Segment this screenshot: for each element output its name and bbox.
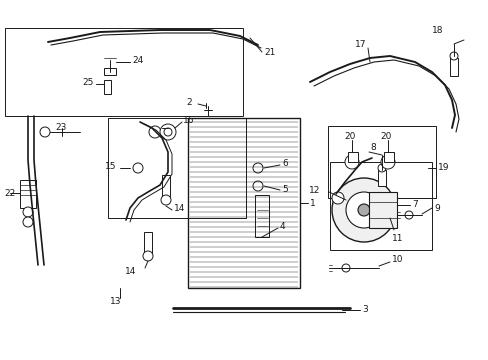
Text: 22: 22 (4, 189, 15, 198)
Text: 13: 13 (110, 297, 121, 306)
Bar (377, 170, 385, 186)
Bar (327, 126, 435, 198)
Text: 19: 19 (437, 162, 448, 171)
Circle shape (163, 128, 172, 136)
Text: 3: 3 (361, 306, 367, 315)
Bar (449, 58, 457, 76)
Text: 5: 5 (282, 185, 287, 194)
Circle shape (377, 164, 385, 172)
Circle shape (23, 207, 33, 217)
Text: 4: 4 (280, 221, 285, 230)
Bar (383, 152, 393, 162)
Bar (254, 195, 268, 237)
Bar (368, 192, 396, 228)
Circle shape (133, 163, 142, 173)
Circle shape (449, 52, 457, 60)
Circle shape (142, 251, 153, 261)
Text: 12: 12 (308, 185, 320, 194)
Text: 15: 15 (105, 162, 116, 171)
Circle shape (380, 155, 394, 169)
Bar (162, 175, 170, 197)
Circle shape (341, 264, 349, 272)
Bar (5, 28, 243, 116)
Text: 7: 7 (411, 199, 417, 208)
Text: 16: 16 (183, 116, 194, 125)
Circle shape (23, 217, 33, 227)
Circle shape (357, 204, 369, 216)
Text: 21: 21 (264, 48, 275, 57)
Circle shape (331, 192, 343, 204)
Text: 8: 8 (369, 143, 375, 152)
Circle shape (252, 163, 263, 173)
Bar (108, 118, 245, 218)
Circle shape (161, 195, 171, 205)
Circle shape (160, 124, 176, 140)
Circle shape (149, 126, 161, 138)
Text: 9: 9 (433, 203, 439, 212)
Text: 23: 23 (55, 122, 66, 131)
Text: 10: 10 (391, 256, 403, 265)
Text: 18: 18 (431, 26, 443, 35)
Text: 14: 14 (174, 203, 185, 212)
Text: 20: 20 (343, 131, 355, 140)
Circle shape (252, 181, 263, 191)
Circle shape (345, 155, 358, 169)
Bar (187, 118, 299, 288)
Text: 24: 24 (132, 55, 143, 64)
Bar (329, 162, 431, 250)
Bar (347, 152, 357, 162)
Bar (104, 80, 111, 94)
Text: 25: 25 (82, 77, 93, 86)
Text: 6: 6 (282, 158, 287, 167)
Text: 14: 14 (125, 267, 136, 276)
Circle shape (404, 211, 412, 219)
Circle shape (40, 127, 50, 137)
Circle shape (331, 178, 395, 242)
Text: 2: 2 (185, 98, 191, 107)
Text: 11: 11 (391, 234, 403, 243)
Text: 1: 1 (309, 198, 315, 207)
Bar (104, 68, 116, 75)
Bar (20, 180, 36, 208)
Text: 17: 17 (354, 40, 366, 49)
Circle shape (346, 192, 381, 228)
Text: 20: 20 (379, 131, 390, 140)
Bar (143, 232, 152, 254)
